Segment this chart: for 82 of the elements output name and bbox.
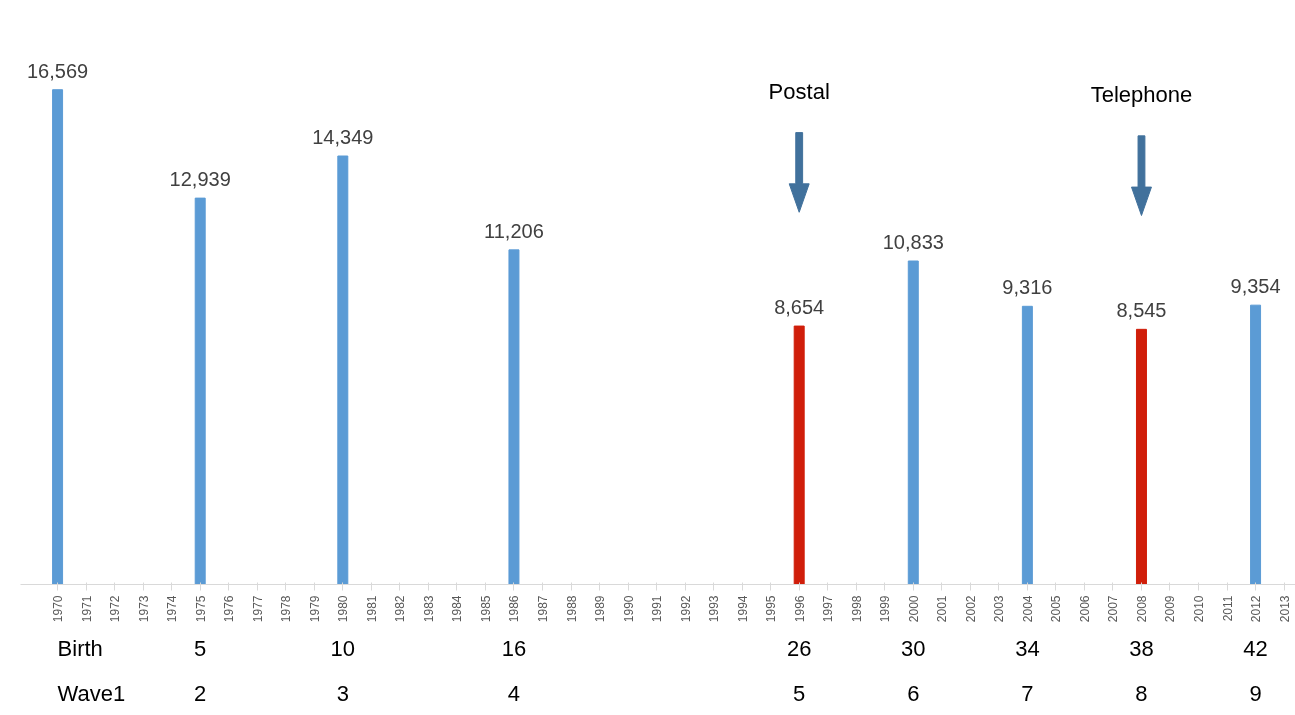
x-tick-label: 1986: [507, 595, 522, 623]
x-tick-label: 1979: [307, 595, 322, 623]
text: 34: [1015, 635, 1040, 661]
text: 42: [1243, 635, 1268, 661]
text: 5: [194, 635, 207, 661]
text: Birth: [57, 635, 103, 661]
x-tick-label: 1982: [393, 595, 408, 623]
text: 26: [786, 635, 812, 661]
data-label: 9,354: [1230, 275, 1281, 298]
x-tick-label: 1988: [564, 595, 579, 623]
x-tick-label: 1972: [108, 595, 123, 623]
bar: [1135, 328, 1147, 585]
text: 4: [507, 680, 521, 706]
bar: [194, 197, 206, 585]
text: 16: [501, 635, 527, 661]
data-label: 16,569: [26, 59, 89, 82]
text: 10: [330, 635, 356, 661]
x-tick-label: 1994: [735, 595, 750, 623]
x-tick-label: 1998: [849, 595, 864, 623]
x-tick-label: 1984: [450, 595, 465, 623]
text: 38: [1129, 635, 1154, 661]
data-label: 12,939: [169, 168, 231, 191]
x-tick-label: 1987: [535, 595, 550, 623]
x-tick-label: 2005: [1049, 595, 1064, 623]
x-tick-label: 2012: [1249, 595, 1264, 623]
data-label: 8,545: [1116, 299, 1167, 322]
x-tick-label: 2003: [992, 595, 1007, 623]
text: 30: [901, 635, 926, 661]
text: 9: [1249, 680, 1262, 706]
x-tick-label: 2010: [1192, 595, 1207, 623]
data-label: 10,833: [882, 231, 944, 254]
bar: [1250, 304, 1262, 585]
x-tick-label: 1990: [621, 595, 636, 623]
x-tick-label: 2013: [1277, 595, 1292, 623]
x-tick-label: 2007: [1106, 595, 1121, 623]
x-tick-label: 2004: [1020, 595, 1035, 623]
x-tick-label: 1976: [222, 595, 237, 623]
annotation: Telephone: [1090, 82, 1193, 108]
x-tick-label: 1981: [364, 595, 379, 623]
text: 2: [194, 680, 207, 706]
text: 7: [1021, 680, 1034, 706]
x-tick-label: 1999: [878, 595, 893, 623]
data-label: 9,316: [1002, 276, 1053, 299]
x-tick-label: 2006: [1077, 595, 1092, 623]
data-label: 11,206: [484, 219, 544, 242]
text: Wave1: [57, 680, 126, 706]
x-tick-label: 1977: [250, 595, 265, 623]
text: 3: [336, 680, 349, 706]
x-tick-label: 1996: [792, 595, 807, 623]
x-tick-label: 1991: [650, 595, 665, 623]
x-tick-label: 2011: [1220, 595, 1235, 622]
x-tick-label: 1995: [764, 595, 779, 623]
data-label: 14,349: [312, 126, 374, 149]
bar: [793, 325, 805, 585]
bar: [907, 260, 919, 585]
x-tick-label: 1980: [336, 595, 351, 623]
x-tick-label: 1992: [678, 595, 693, 623]
x-tick-label: 1978: [279, 595, 294, 623]
x-tick-label: 2002: [963, 595, 978, 623]
x-tick-label: 1974: [165, 595, 180, 623]
text: 5: [793, 680, 806, 706]
bar: [337, 155, 349, 585]
x-tick-label: 1973: [136, 595, 151, 623]
data-label: 8,654: [774, 296, 825, 319]
x-tick-label: 1993: [707, 595, 722, 623]
x-tick-label: 1971: [79, 595, 94, 623]
x-tick-label: 2001: [935, 595, 950, 623]
text: 6: [907, 680, 920, 706]
x-tick-label: 2009: [1163, 595, 1178, 623]
bar: [1021, 305, 1033, 585]
x-tick-label: 1975: [193, 595, 208, 623]
x-tick-label: 1997: [821, 595, 836, 623]
bar: [508, 249, 520, 585]
x-tick-label: 1970: [51, 595, 66, 623]
bar: [52, 89, 64, 585]
x-tick-label: 1989: [593, 595, 608, 623]
x-tick-label: 1985: [478, 595, 493, 623]
text: 8: [1135, 680, 1148, 706]
annotation: Postal: [768, 79, 830, 105]
x-tick-label: 1983: [421, 595, 436, 623]
x-tick-label: 2000: [906, 595, 921, 623]
x-tick-label: 2008: [1134, 595, 1149, 623]
